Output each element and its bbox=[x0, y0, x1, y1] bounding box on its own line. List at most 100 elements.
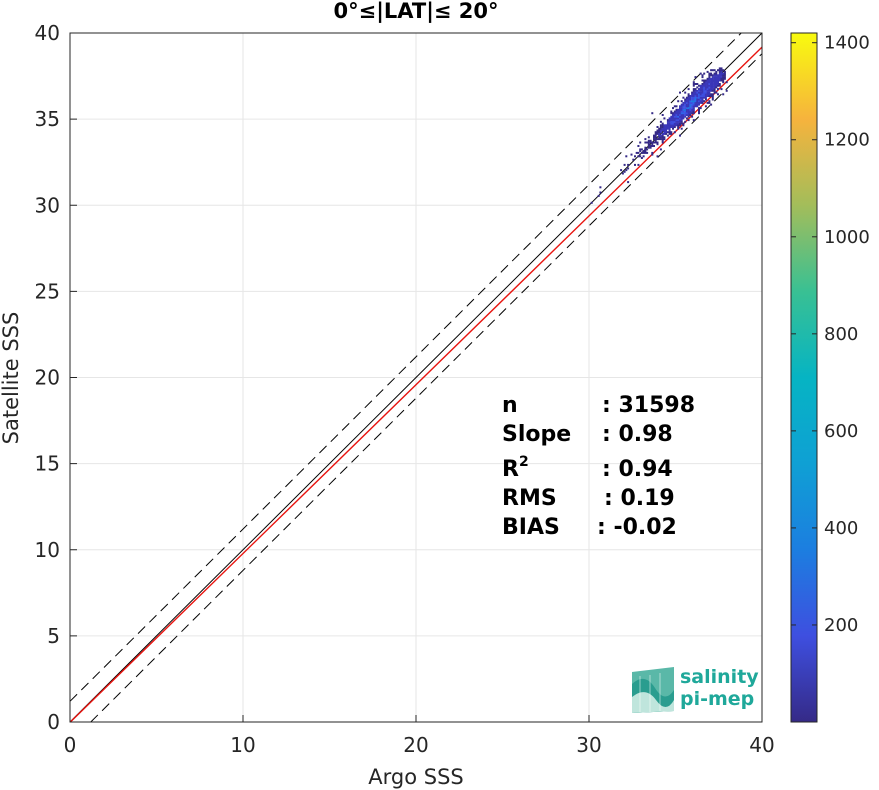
density-cell-536 bbox=[722, 69, 725, 72]
density-cell-303 bbox=[691, 93, 694, 96]
stat-value-r2: : 0.94 bbox=[602, 457, 673, 482]
density-cell-153 bbox=[672, 122, 674, 125]
density-cell-366 bbox=[699, 100, 702, 103]
density-cell-185 bbox=[677, 126, 680, 128]
density-cell-363 bbox=[698, 84, 700, 87]
logo-text-salinity: salinity bbox=[680, 666, 759, 688]
density-cell-398 bbox=[703, 88, 706, 91]
density-cell-317 bbox=[692, 93, 695, 96]
density-cell-397 bbox=[703, 89, 706, 92]
density-cell-478 bbox=[713, 88, 716, 91]
density-cell-373 bbox=[699, 88, 702, 91]
density-cell-175 bbox=[675, 120, 678, 123]
density-cell-436 bbox=[708, 89, 711, 92]
density-cell-281 bbox=[689, 110, 692, 113]
density-cell-1 bbox=[597, 194, 600, 197]
density-cell-255 bbox=[685, 108, 688, 111]
density-cell-91 bbox=[659, 126, 662, 128]
density-cell-465 bbox=[711, 89, 714, 92]
density-cell-285 bbox=[689, 103, 692, 106]
density-cell-204 bbox=[679, 114, 681, 116]
density-cell-399 bbox=[703, 86, 706, 89]
density-cell-412 bbox=[704, 88, 707, 91]
density-cell-503 bbox=[717, 83, 719, 85]
y-tick-label-4: 20 bbox=[35, 366, 60, 390]
density-cell-482 bbox=[713, 81, 716, 84]
density-cell-3 bbox=[599, 186, 602, 189]
density-cell-365 bbox=[699, 101, 702, 104]
density-cell-298 bbox=[691, 101, 694, 104]
density-cell-302 bbox=[691, 95, 694, 97]
reference-lines bbox=[69, 32, 763, 723]
density-cell-163 bbox=[673, 124, 676, 127]
density-cell-250 bbox=[684, 91, 687, 94]
density-cell-166 bbox=[673, 119, 676, 122]
density-cell-150 bbox=[672, 127, 674, 130]
density-cell-463 bbox=[711, 95, 714, 97]
y-tick-label-0: 0 bbox=[47, 710, 60, 734]
density-cell-252 bbox=[685, 114, 688, 116]
density-cell-484 bbox=[713, 77, 716, 80]
density-cell-518 bbox=[718, 69, 721, 72]
density-cell-418 bbox=[706, 101, 709, 104]
density-cell-458 bbox=[710, 74, 713, 77]
density-cell-161 bbox=[673, 131, 676, 134]
density-cell-406 bbox=[704, 98, 707, 101]
density-cell-510 bbox=[718, 84, 721, 87]
density-cell-445 bbox=[708, 74, 711, 77]
density-cell-360 bbox=[698, 91, 700, 94]
x-tick-label-0: 0 bbox=[64, 733, 77, 757]
density-cell-296 bbox=[691, 105, 694, 108]
density-cell-173 bbox=[675, 124, 678, 127]
density-cell-82 bbox=[658, 129, 661, 132]
density-cell-89 bbox=[659, 129, 662, 132]
density-cell-383 bbox=[701, 91, 704, 94]
density-cell-423 bbox=[706, 88, 709, 91]
density-cell-158 bbox=[672, 114, 674, 116]
density-cell-182 bbox=[675, 108, 678, 111]
density-cell-466 bbox=[711, 88, 714, 91]
density-cell-225 bbox=[682, 124, 685, 127]
density-cell-245 bbox=[684, 105, 687, 108]
density-cell-307 bbox=[692, 110, 695, 113]
density-cell-299 bbox=[691, 100, 694, 103]
density-cell-494 bbox=[715, 79, 718, 82]
density-cell-448 bbox=[710, 95, 713, 97]
chart-title: 0°≤|LAT|≤ 20° bbox=[333, 0, 498, 24]
density-cell-207 bbox=[679, 108, 681, 111]
density-cell-395 bbox=[703, 93, 706, 96]
density-cell-422 bbox=[706, 89, 709, 92]
density-cell-528 bbox=[720, 67, 723, 70]
logo-text-pi-mep: pi-mep bbox=[680, 688, 754, 710]
density-cell-36 bbox=[644, 141, 647, 144]
density-cell-68 bbox=[654, 131, 657, 134]
density-cell-165 bbox=[673, 120, 676, 123]
density-cell-325 bbox=[694, 103, 697, 106]
density-cell-242 bbox=[684, 110, 687, 113]
density-cell-368 bbox=[699, 96, 702, 99]
density-cell-394 bbox=[703, 95, 706, 97]
density-cell-23 bbox=[639, 150, 642, 153]
density-cell-351 bbox=[698, 108, 700, 111]
density-cell-32 bbox=[644, 151, 647, 154]
stat-label-r: R bbox=[502, 457, 519, 482]
density-cell-238 bbox=[684, 120, 687, 123]
density-cell-42 bbox=[647, 145, 650, 147]
density-cell-438 bbox=[708, 86, 711, 89]
density-cell-391 bbox=[701, 74, 704, 77]
upper-bound-line bbox=[69, 32, 742, 702]
density-cell-392 bbox=[703, 100, 706, 103]
density-cell-194 bbox=[677, 110, 680, 113]
density-cell-437 bbox=[708, 88, 711, 91]
density-cell-316 bbox=[692, 95, 695, 97]
density-cell-413 bbox=[704, 86, 707, 89]
density-cell-333 bbox=[694, 89, 697, 92]
density-cell-104 bbox=[661, 122, 664, 125]
density-cell-30 bbox=[642, 151, 645, 154]
density-cell-94 bbox=[661, 141, 664, 144]
y-axis-label: Satellite SSS bbox=[0, 312, 23, 445]
colorbar-tick-label-5: 1200 bbox=[824, 130, 870, 151]
density-cell-266 bbox=[687, 112, 690, 115]
density-cell-188 bbox=[677, 120, 680, 123]
density-cell-226 bbox=[682, 122, 685, 125]
